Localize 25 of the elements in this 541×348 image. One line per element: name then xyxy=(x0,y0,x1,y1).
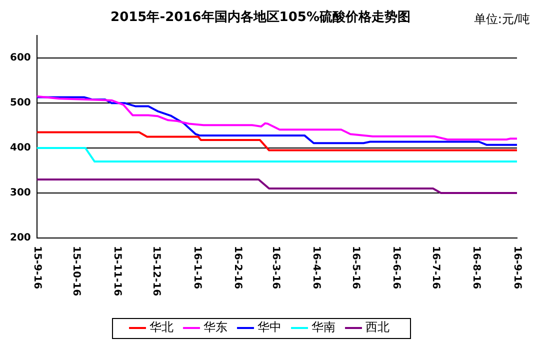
legend-label: 华中 xyxy=(258,320,282,334)
x-tick-label: 15-9-16 xyxy=(31,246,42,290)
y-tick-label: 500 xyxy=(10,98,31,109)
x-tick-label: 16-3-16 xyxy=(270,246,282,290)
x-tick-label: 16-4-16 xyxy=(310,246,322,290)
text: 单位:元/吨 xyxy=(474,12,530,26)
legend-label: 华北 xyxy=(150,320,174,334)
chart-title: 2015年-2016年国内各地区105%硫酸价格走势图 xyxy=(110,9,410,26)
x-tick-label: 16-6-16 xyxy=(390,246,402,290)
x-tick-label: 16-1-16 xyxy=(191,246,202,290)
y-tick-label: 200 xyxy=(10,232,31,244)
x-tick-label: 16-5-16 xyxy=(350,246,362,290)
x-tick-label: 16-9-16 xyxy=(511,246,522,290)
x-tick-label: 16-2-16 xyxy=(232,246,243,290)
y-tick-label: 300 xyxy=(10,188,31,199)
y-tick-label: 400 xyxy=(10,142,31,154)
legend-label: 华东 xyxy=(204,320,228,334)
legend-label: 西北 xyxy=(366,320,390,334)
x-tick-label: 15-10-16 xyxy=(70,246,82,296)
x-tick-label: 16-7-16 xyxy=(430,246,442,290)
legend-label: 华南 xyxy=(312,320,336,334)
x-tick-label: 15-11-16 xyxy=(111,246,122,296)
y-tick-label: 600 xyxy=(10,52,31,64)
x-tick-label: 15-12-16 xyxy=(150,246,162,296)
x-tick-label: 16-8-16 xyxy=(470,246,482,290)
